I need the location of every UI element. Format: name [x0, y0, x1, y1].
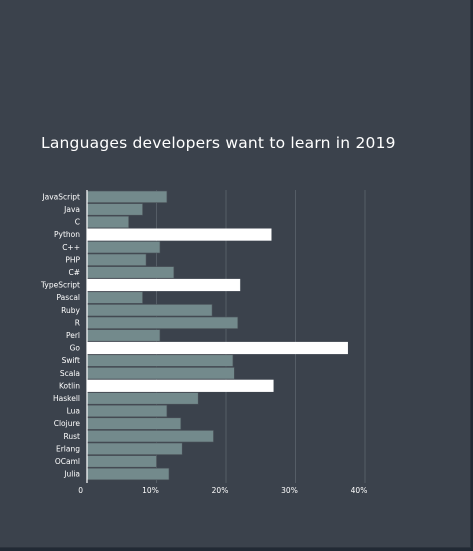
x-tick-label: 10%	[142, 486, 159, 495]
bar-lua	[86, 404, 168, 418]
category-label: Clojure	[54, 419, 81, 428]
bar-c-	[86, 241, 161, 254]
category-label: Lua	[67, 407, 80, 416]
x-tick-labels: 0 10% 20% 30% 40%	[78, 486, 367, 495]
bar-kotlin	[86, 379, 274, 392]
x-tick-label: 30%	[281, 486, 298, 495]
bar-scala	[86, 367, 235, 380]
bar-swift	[86, 354, 234, 367]
category-label: Haskell	[53, 394, 80, 403]
bars	[86, 190, 348, 481]
x-tick-label: 20%	[212, 486, 229, 495]
category-label: Kotlin	[59, 381, 80, 390]
bar-ocaml	[86, 455, 157, 468]
category-label: OCaml	[55, 457, 80, 466]
category-label: Swift	[62, 356, 80, 365]
category-label: R	[75, 318, 80, 327]
bar-haskell	[86, 392, 199, 405]
bar-java	[86, 203, 143, 216]
bar-rust	[86, 430, 214, 443]
category-label: Erlang	[56, 444, 80, 453]
bar-perl	[86, 329, 161, 342]
x-tick-label: 0	[78, 486, 83, 495]
x-tick-label: 40%	[351, 486, 368, 495]
category-label: TypeScript	[40, 281, 80, 290]
bar-python	[86, 228, 272, 241]
category-label: Perl	[66, 331, 80, 340]
bar-julia	[86, 467, 170, 481]
bar-r	[86, 316, 239, 329]
bar-erlang	[86, 442, 183, 455]
category-label: Python	[54, 230, 80, 239]
bar-c	[86, 215, 130, 229]
bar-c-	[86, 266, 175, 279]
bar-go	[86, 341, 348, 355]
category-label: Go	[70, 344, 81, 353]
category-labels: JavaScript Java C Python C++ PHP C# TypeScript P…	[40, 192, 81, 478]
bar-clojure	[86, 417, 182, 430]
category-label: Java	[63, 205, 80, 214]
bar-ruby	[86, 304, 213, 317]
category-label: Scala	[60, 369, 80, 378]
category-label: Pascal	[57, 293, 81, 302]
category-label: JavaScript	[41, 192, 80, 201]
category-label: C#	[68, 268, 80, 277]
chart-title: Languages developers want to learn in 20…	[41, 134, 396, 152]
bar-javascript	[86, 190, 168, 203]
category-label: C++	[62, 243, 80, 252]
bar-pascal	[86, 291, 143, 304]
bar-php	[86, 253, 147, 266]
category-label: Julia	[63, 470, 80, 479]
bar-typescript	[86, 278, 241, 292]
category-label: C	[75, 218, 80, 227]
category-label: Rust	[64, 432, 81, 441]
category-label: PHP	[65, 255, 80, 264]
category-label: Ruby	[61, 306, 80, 315]
